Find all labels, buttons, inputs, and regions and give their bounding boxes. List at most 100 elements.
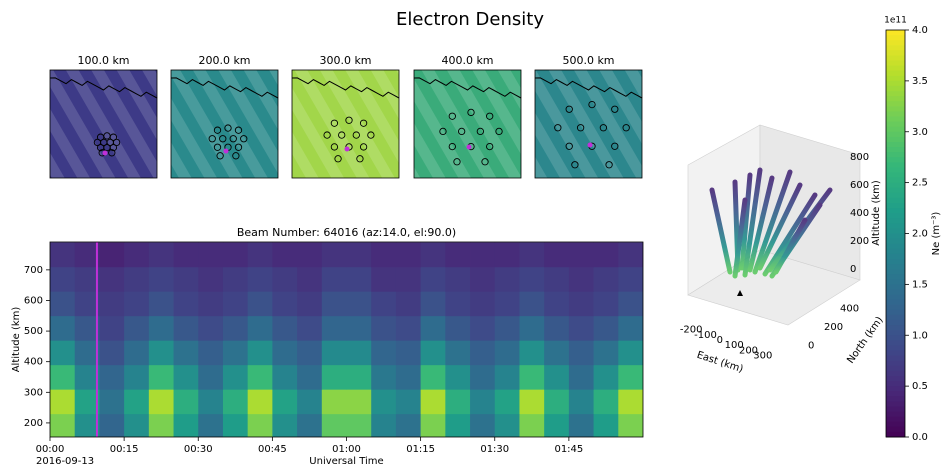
colorbar-swatch: [886, 401, 905, 407]
colorbar-tick-label: 1.5: [912, 279, 928, 290]
colorbar-swatch: [886, 187, 905, 194]
heatmap-cell: [198, 266, 224, 292]
colorbar-swatch: [886, 182, 905, 189]
heatmap-cell: [420, 291, 446, 317]
heatmap-cell: [395, 340, 422, 366]
beam-location: [234, 126, 243, 134]
radar-marker: [344, 146, 350, 152]
heatmap-cell: [148, 315, 174, 341]
beam-location: [495, 127, 503, 136]
heatmap-cell: [470, 389, 496, 415]
panel-stripes: [171, 70, 278, 178]
colorbar-swatch: [886, 416, 905, 423]
beam-location: [448, 142, 456, 151]
heatmap-cell: [99, 340, 125, 366]
beams: [709, 167, 833, 279]
heatmap-cell: [321, 389, 347, 415]
heatmap-cell: [99, 291, 125, 317]
heatmap-cell: [519, 340, 545, 366]
heatmap-cell: [50, 242, 76, 268]
heatmap-cell: [50, 315, 76, 341]
heatmap-cell: [494, 389, 520, 415]
heatmap-cell: [173, 266, 199, 292]
panel-stripes: [50, 70, 157, 178]
heatmap-cell: [494, 266, 520, 292]
panel-frame: [170, 69, 279, 179]
x-tick-label: 100: [725, 340, 744, 351]
heatmap-cell: [346, 413, 372, 437]
x-tick-label: 00:00: [36, 444, 65, 455]
colorbar-swatch: [886, 335, 905, 341]
beam-location: [605, 161, 613, 169]
y-tick-label: 0: [808, 341, 814, 352]
beam-location: [356, 155, 364, 163]
beam-location: [576, 124, 585, 132]
colorbar-swatch: [886, 258, 905, 265]
beam-location: [330, 119, 339, 127]
beam-location: [486, 112, 494, 120]
heatmap-cell: [544, 340, 570, 366]
heatmap-cell: [371, 242, 397, 268]
colorbar-swatch: [886, 330, 905, 336]
colorbar-swatch: [886, 40, 905, 46]
heatmap-cell: [198, 315, 224, 341]
heatmap-cell: [148, 413, 174, 437]
colorbar-swatch: [886, 202, 905, 209]
beam-location: [588, 100, 596, 109]
plot-3d: -200-100 0 10020030002004000200400600800Ea…: [680, 124, 886, 375]
heatmap-cell: [470, 291, 496, 317]
beam-location: [565, 142, 573, 150]
panel-title: 200.0 km: [198, 54, 250, 67]
beam-location: [571, 161, 579, 169]
colorbar-swatch: [886, 85, 905, 92]
heatmap-cell: [371, 266, 397, 292]
beam-location: [359, 143, 368, 151]
colorbar-swatch: [886, 167, 905, 173]
heatmap-cell: [148, 364, 174, 390]
z-tick-label: 600: [850, 180, 869, 191]
heatmap-cell: [371, 413, 397, 437]
y-tick-label: 500: [24, 326, 43, 337]
coastline: [49, 77, 158, 99]
heatmap-cell: [148, 242, 174, 268]
x-tick-label: 01:30: [480, 444, 509, 455]
colorbar-swatch: [886, 91, 905, 97]
radar-marker: [223, 148, 229, 154]
heatmap-cell: [445, 291, 471, 317]
heatmap-cell: [420, 413, 446, 437]
heatmap-cell: [297, 340, 323, 366]
heatmap-cell: [321, 413, 347, 437]
heatmap-cell: [99, 364, 125, 390]
heatmap-cell: [297, 242, 323, 268]
heatmap-cell: [494, 291, 520, 317]
heatmap-cell: [50, 266, 76, 292]
heatmap-cell: [618, 315, 643, 341]
colorbar-swatch: [886, 80, 905, 87]
heatmap-cell: [470, 340, 496, 366]
colorbar-tick-label: 4.0: [912, 25, 928, 36]
heatmap-cell: [247, 340, 273, 366]
colorbar-swatch: [886, 370, 905, 377]
heatmap-cell: [247, 315, 273, 341]
heatmap-cell: [124, 413, 150, 437]
colorbar-swatch: [886, 264, 905, 270]
panel-stripes: [292, 70, 399, 178]
heatmap-cell: [420, 364, 446, 390]
heatmap-cell: [568, 291, 594, 317]
colorbar-swatch: [886, 386, 905, 392]
heatmap-cell: [568, 364, 594, 390]
beam-location: [352, 131, 360, 139]
x-axis-label: Universal Time: [309, 456, 383, 465]
heatmap-cell: [618, 340, 643, 366]
panel-frame: [534, 69, 643, 179]
colorbar-swatch: [886, 141, 905, 148]
heatmap-cell: [445, 340, 471, 366]
beam-location: [109, 143, 118, 152]
colorbar-swatch: [886, 350, 905, 357]
heatmap-cell: [198, 413, 224, 437]
beam-location: [599, 124, 608, 132]
colorbar-swatch: [886, 294, 905, 301]
heatmap-cell: [99, 242, 125, 268]
heatmap-cell: [173, 364, 199, 390]
heatmap-cell: [297, 389, 323, 415]
